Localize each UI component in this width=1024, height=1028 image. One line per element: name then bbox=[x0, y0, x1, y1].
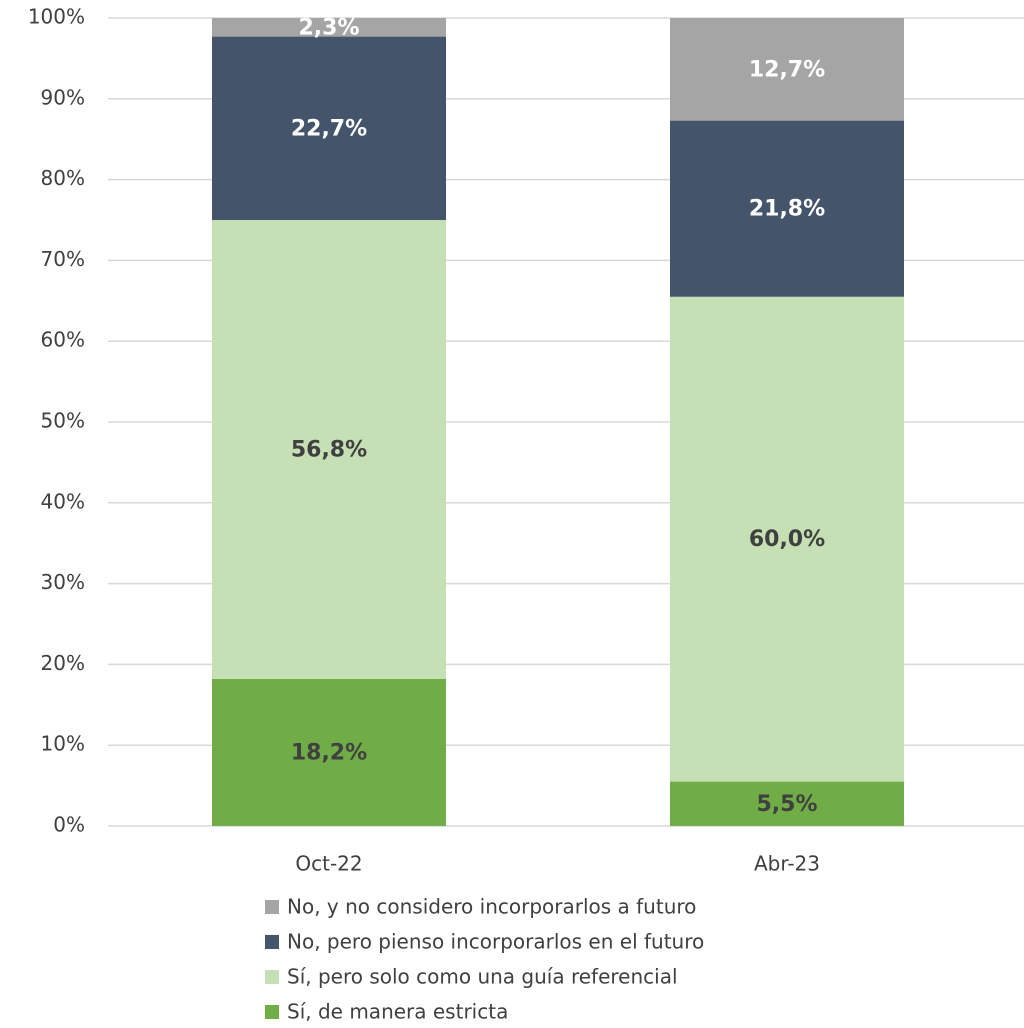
y-tick-label: 0% bbox=[53, 813, 85, 837]
legend-swatch bbox=[265, 900, 279, 914]
value-label: 21,8% bbox=[749, 197, 825, 222]
legend-swatch bbox=[265, 935, 279, 949]
y-tick-label: 20% bbox=[41, 651, 85, 675]
bar-segment bbox=[670, 296, 904, 782]
legend-label: No, y no considero incorporarlos a futur… bbox=[287, 895, 696, 919]
legend-label: Sí, de manera estricta bbox=[287, 1000, 508, 1024]
legend-label: No, pero pienso incorporarlos en el futu… bbox=[287, 930, 704, 954]
value-label: 18,2% bbox=[291, 740, 367, 765]
y-tick-label: 50% bbox=[41, 409, 85, 433]
bar-segment bbox=[670, 120, 904, 297]
value-label: 60,0% bbox=[749, 527, 825, 552]
x-tick-label: Oct-22 bbox=[295, 852, 362, 876]
value-label: 5,5% bbox=[756, 792, 817, 817]
y-tick-label: 10% bbox=[41, 732, 85, 756]
value-label: 12,7% bbox=[749, 57, 825, 82]
y-tick-label: 100% bbox=[28, 5, 85, 29]
y-tick-label: 90% bbox=[41, 85, 85, 109]
y-tick-label: 70% bbox=[41, 247, 85, 271]
bar-segment bbox=[212, 18, 446, 37]
y-tick-label: 30% bbox=[41, 570, 85, 594]
bar-segment bbox=[212, 678, 446, 826]
y-tick-label: 40% bbox=[41, 489, 85, 513]
legend-swatch bbox=[265, 970, 279, 984]
y-tick-label: 80% bbox=[41, 166, 85, 190]
bar-segment bbox=[212, 220, 446, 679]
bar-segment bbox=[670, 781, 904, 826]
value-label: 2,3% bbox=[298, 15, 359, 40]
legend-label: Sí, pero solo como una guía referencial bbox=[287, 965, 678, 989]
x-tick-label: Abr-23 bbox=[754, 852, 820, 876]
y-tick-label: 60% bbox=[41, 328, 85, 352]
value-label: 56,8% bbox=[291, 437, 367, 462]
legend-swatch bbox=[265, 1005, 279, 1019]
bar-segment bbox=[212, 36, 446, 220]
value-label: 22,7% bbox=[291, 116, 367, 141]
bar-segment bbox=[670, 18, 904, 121]
